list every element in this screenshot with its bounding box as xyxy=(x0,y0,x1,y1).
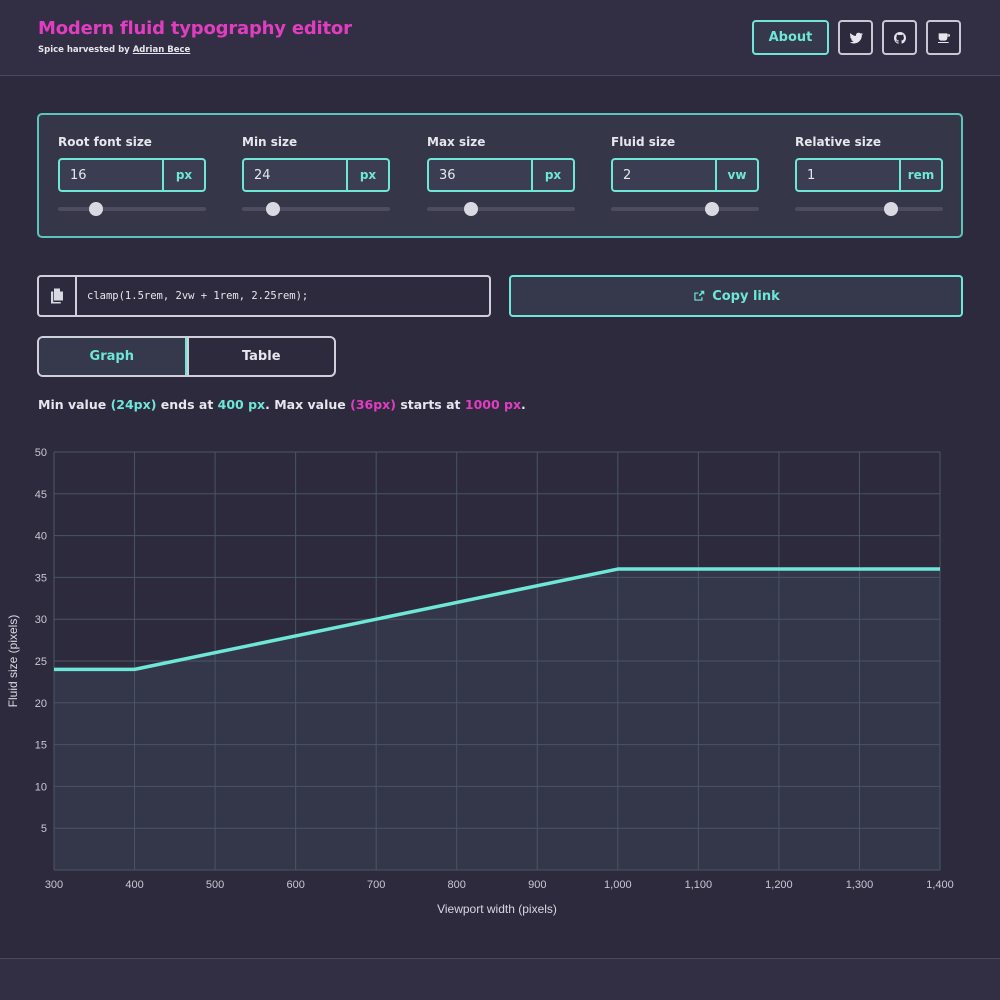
control-slider[interactable] xyxy=(58,202,206,216)
control-input[interactable]: 2 vw xyxy=(611,158,759,192)
range-summary: Min value (24px) ends at 400 px. Max val… xyxy=(38,397,526,412)
x-tick-label: 1,000 xyxy=(604,879,632,891)
control-value[interactable]: 2 xyxy=(613,160,717,190)
slider-thumb[interactable] xyxy=(884,202,899,216)
slider-thumb[interactable] xyxy=(266,202,281,216)
control-slider[interactable] xyxy=(795,202,943,216)
x-axis-label: Viewport width (pixels) xyxy=(437,902,557,916)
control-label: Min size xyxy=(242,135,298,149)
y-tick-label: 45 xyxy=(35,489,47,501)
tab-table[interactable]: Table xyxy=(186,338,335,375)
control-group: Min size 24 px xyxy=(242,135,390,216)
x-tick-label: 500 xyxy=(206,879,224,891)
y-tick-label: 20 xyxy=(35,698,47,710)
control-input[interactable]: 24 px xyxy=(242,158,390,192)
y-tick-label: 40 xyxy=(35,531,47,543)
x-tick-label: 600 xyxy=(286,879,304,891)
chart-area-fill xyxy=(54,569,940,870)
control-group: Root font size 16 px xyxy=(58,135,206,216)
min-end-value: 400 px xyxy=(217,397,266,412)
control-group: Max size 36 px xyxy=(427,135,575,216)
control-slider[interactable] xyxy=(611,202,759,216)
slider-thumb[interactable] xyxy=(464,202,479,216)
control-slider[interactable] xyxy=(427,202,575,216)
x-tick-label: 900 xyxy=(528,879,546,891)
copy-icon xyxy=(51,288,63,304)
y-tick-label: 50 xyxy=(35,447,47,459)
x-tick-label: 1,200 xyxy=(765,879,793,891)
max-start-value: 1000 px xyxy=(464,397,522,412)
credit-prefix: Spice harvested by xyxy=(38,45,130,55)
x-tick-label: 1,400 xyxy=(926,879,954,891)
credit-line: Spice harvested by Adrian Bece xyxy=(38,45,190,55)
share-icon xyxy=(694,290,705,301)
fluid-size-chart: 300 400 500 600 700 800 900 1,000 1,100 1,200 1,30… xyxy=(6,447,954,916)
x-tick-label: 700 xyxy=(367,879,385,891)
x-tick-label: 1,300 xyxy=(846,879,874,891)
control-unit: vw xyxy=(727,168,747,182)
control-group: Fluid size 2 vw xyxy=(611,135,759,216)
control-value[interactable]: 16 xyxy=(60,160,164,190)
control-unit: px xyxy=(175,168,193,182)
fluid-size-line xyxy=(54,567,940,672)
y-axis-label: Fluid size (pixels) xyxy=(6,615,20,708)
tab-graph[interactable]: Graph xyxy=(39,338,187,375)
y-tick-label: 10 xyxy=(35,781,47,793)
control-slider[interactable] xyxy=(242,202,390,216)
copy-link-label: Copy link xyxy=(712,288,780,304)
github-button[interactable] xyxy=(882,20,917,55)
twitter-icon xyxy=(849,32,863,43)
control-unit: px xyxy=(359,168,377,182)
control-input[interactable]: 36 px xyxy=(427,158,575,192)
y-tick-label: 5 xyxy=(41,823,47,835)
copy-link-button[interactable]: Copy link xyxy=(509,275,963,317)
clamp-code: clamp(1.5rem, 2vw + 1rem, 2.25rem); xyxy=(87,290,309,302)
control-label: Relative size xyxy=(795,135,881,149)
slider-thumb[interactable] xyxy=(89,202,104,216)
control-value[interactable]: 24 xyxy=(244,160,348,190)
control-value[interactable]: 1 xyxy=(797,160,901,190)
app-header: Modern fluid typography editor Spice har… xyxy=(0,0,1000,76)
view-tabs: Graph Table xyxy=(37,336,336,377)
summary-text: starts at xyxy=(395,397,465,412)
controls-panel: Root font size 16 px Min size 24 px Max size 36… xyxy=(37,113,963,238)
author-link[interactable]: Adrian Bece xyxy=(132,45,191,55)
min-value: (24px) xyxy=(110,397,157,412)
app-title: Modern fluid typography editor xyxy=(38,18,352,39)
control-input[interactable]: 1 rem xyxy=(795,158,943,192)
about-button[interactable]: About xyxy=(752,20,829,55)
max-value: (36px) xyxy=(350,397,396,412)
github-icon xyxy=(893,31,906,44)
control-unit: rem xyxy=(907,168,935,182)
control-unit: px xyxy=(544,168,562,182)
x-tick-label: 300 xyxy=(45,879,63,891)
y-tick-label: 35 xyxy=(35,572,47,584)
twitter-button[interactable] xyxy=(838,20,873,55)
coffee-icon xyxy=(937,32,950,43)
y-tick-label: 30 xyxy=(35,614,47,626)
control-input[interactable]: 16 px xyxy=(58,158,206,192)
x-tick-label: 800 xyxy=(448,879,466,891)
slider-thumb[interactable] xyxy=(704,202,719,216)
coffee-button[interactable] xyxy=(926,20,961,55)
css-output-field[interactable]: clamp(1.5rem, 2vw + 1rem, 2.25rem); xyxy=(37,275,491,317)
copy-code-button[interactable] xyxy=(39,277,77,315)
x-tick-label: 1,100 xyxy=(685,879,713,891)
control-group: Relative size 1 rem xyxy=(795,135,943,216)
page-footer xyxy=(0,958,1000,1000)
control-value[interactable]: 36 xyxy=(429,160,533,190)
control-label: Max size xyxy=(427,135,486,149)
y-tick-label: 25 xyxy=(35,656,47,668)
control-label: Fluid size xyxy=(611,135,676,149)
summary-text: Min value xyxy=(38,397,111,412)
summary-text: ends at xyxy=(156,397,218,412)
control-label: Root font size xyxy=(58,135,152,149)
summary-text: . xyxy=(521,397,526,412)
summary-text: . Max value xyxy=(265,397,351,412)
x-tick-label: 400 xyxy=(125,879,143,891)
y-tick-label: 15 xyxy=(35,740,47,752)
